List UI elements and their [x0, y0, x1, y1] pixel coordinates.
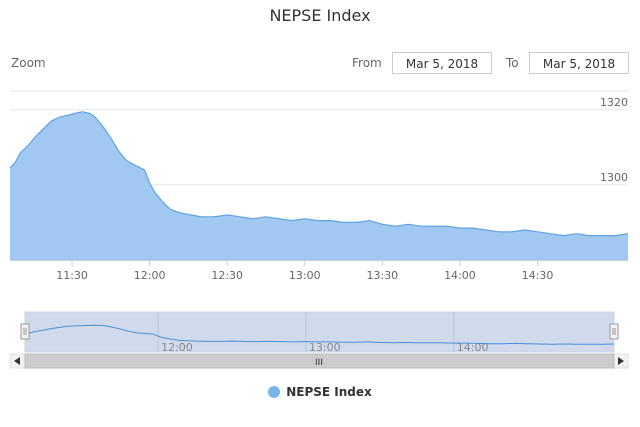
from-label: From [352, 56, 382, 70]
legend[interactable]: NEPSE Index [0, 385, 640, 399]
scrollbar-left-arrow-icon[interactable] [14, 357, 20, 365]
navigator-mask [24, 311, 615, 353]
x-tick-label-1400: 14:00 [444, 269, 476, 282]
x-tick-label-1330: 13:30 [366, 269, 398, 282]
to-label: To [506, 56, 519, 70]
x-tick-label-1200: 12:00 [134, 269, 166, 282]
legend-item-nepse-index[interactable]: NEPSE Index [286, 385, 372, 399]
series-area-nepse-index [10, 111, 628, 260]
x-tick-label-1430: 14:30 [522, 269, 554, 282]
scrollbar-thumb[interactable] [24, 353, 615, 369]
navigator-tick-label-1300: 13:00 [309, 341, 341, 354]
x-tick-label-1130: 11:30 [56, 269, 88, 282]
y-tick-label-1300: 1300 [600, 171, 628, 184]
x-tick-label-1230: 12:30 [211, 269, 243, 282]
navigator-handle-left[interactable] [20, 323, 30, 340]
navigator-series-line [24, 324, 615, 345]
scrollbar-right-arrow-icon[interactable] [618, 357, 624, 365]
from-date-input[interactable]: Mar 5, 2018 [392, 52, 492, 74]
scrollbar-grip-label: III [315, 358, 323, 368]
chart-title: NEPSE Index [269, 6, 371, 25]
series-line-nepse-index [9, 111, 629, 237]
navigator-handle-right[interactable] [609, 323, 619, 340]
y-tick-label-1320: 1320 [600, 96, 628, 109]
legend-marker [268, 386, 281, 398]
x-tick-label-1300: 13:00 [289, 269, 321, 282]
navigator-tick-label-1400: 14:00 [457, 341, 489, 354]
to-date-input[interactable]: Mar 5, 2018 [529, 52, 629, 74]
navigator-tick-label-1200: 12:00 [161, 341, 193, 354]
zoom-label: Zoom [11, 56, 46, 70]
